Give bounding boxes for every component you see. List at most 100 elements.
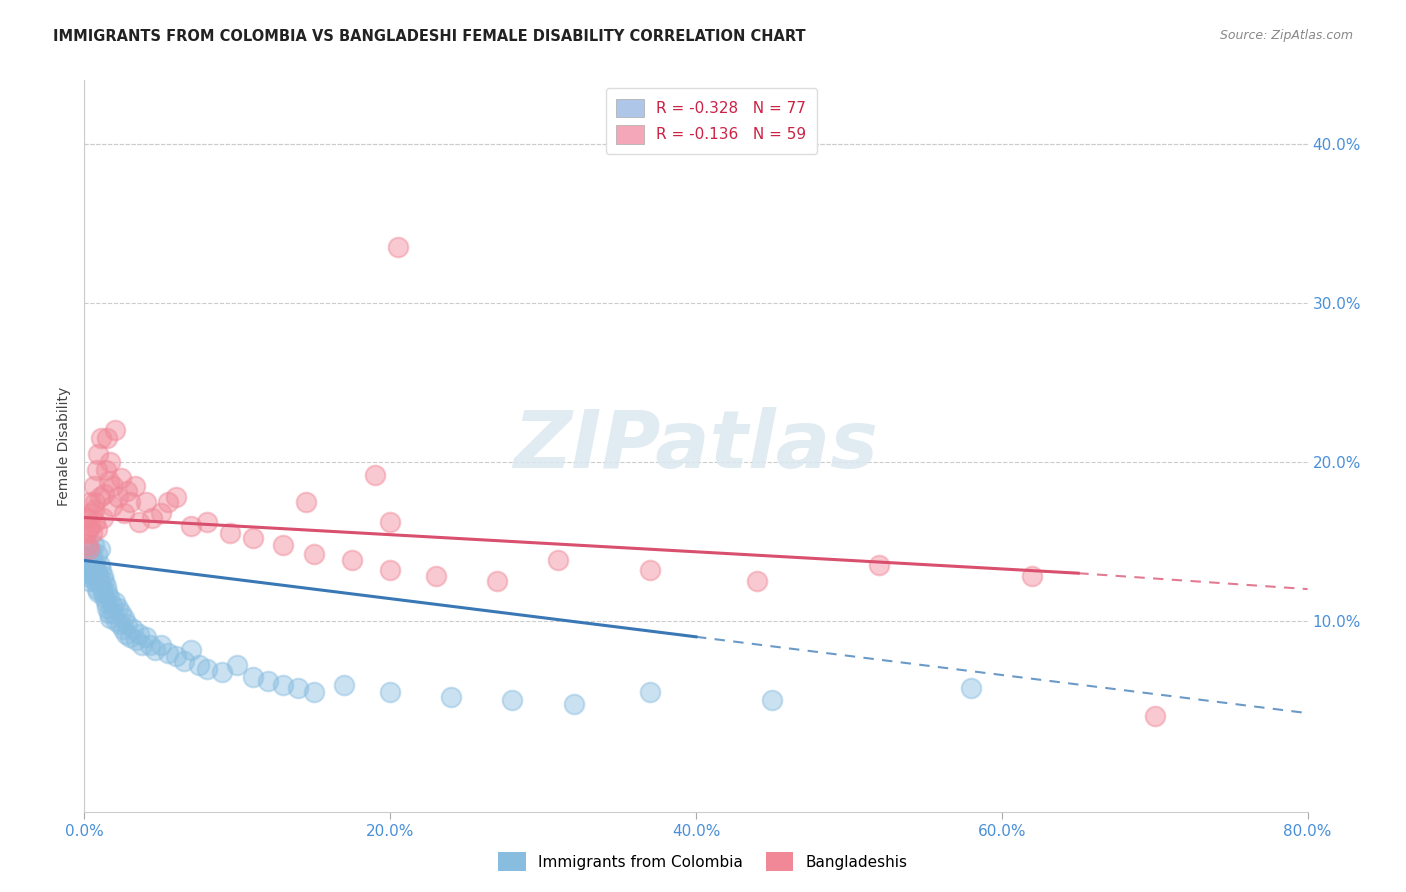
Point xyxy=(108,617,131,632)
Point xyxy=(75,569,97,583)
Point xyxy=(124,479,146,493)
Point xyxy=(76,566,98,581)
Point xyxy=(111,622,134,636)
Point xyxy=(98,455,121,469)
Point xyxy=(638,685,661,699)
Point xyxy=(869,558,891,573)
Legend: Immigrants from Colombia, Bangladeshis: Immigrants from Colombia, Bangladeshis xyxy=(492,847,914,877)
Point xyxy=(101,598,124,612)
Point xyxy=(135,494,157,508)
Point xyxy=(93,486,115,500)
Point xyxy=(83,569,105,583)
Point xyxy=(195,662,218,676)
Point xyxy=(79,542,101,557)
Point xyxy=(333,677,356,691)
Point xyxy=(425,569,447,583)
Point xyxy=(83,502,105,516)
Point xyxy=(120,630,142,644)
Point xyxy=(94,579,117,593)
Point xyxy=(79,563,101,577)
Point xyxy=(103,479,125,493)
Point xyxy=(1143,709,1166,723)
Point xyxy=(960,681,983,695)
Point xyxy=(340,553,363,567)
Text: Source: ZipAtlas.com: Source: ZipAtlas.com xyxy=(1219,29,1353,42)
Point xyxy=(83,538,105,552)
Point xyxy=(76,550,98,565)
Point xyxy=(89,490,111,504)
Point xyxy=(302,685,325,699)
Point xyxy=(195,516,218,530)
Point xyxy=(257,674,280,689)
Point xyxy=(90,431,112,445)
Point xyxy=(104,423,127,437)
Point xyxy=(87,569,110,583)
Point xyxy=(87,585,110,599)
Point xyxy=(242,669,264,683)
Point xyxy=(287,681,309,695)
Point xyxy=(440,690,463,705)
Point xyxy=(87,447,110,461)
Point xyxy=(218,526,240,541)
Point xyxy=(77,522,100,536)
Point xyxy=(128,516,150,530)
Point xyxy=(84,574,107,589)
Point xyxy=(90,579,112,593)
Point xyxy=(97,474,120,488)
Point xyxy=(1021,569,1043,583)
Point xyxy=(104,595,127,609)
Point xyxy=(80,547,103,561)
Point xyxy=(91,569,114,583)
Point xyxy=(226,658,249,673)
Point xyxy=(89,574,111,589)
Point xyxy=(91,510,114,524)
Point xyxy=(107,601,129,615)
Legend: R = -0.328   N = 77, R = -0.136   N = 59: R = -0.328 N = 77, R = -0.136 N = 59 xyxy=(606,88,817,154)
Point xyxy=(387,240,409,254)
Point xyxy=(271,538,294,552)
Point xyxy=(80,526,103,541)
Point xyxy=(77,542,100,557)
Point xyxy=(76,538,98,552)
Point xyxy=(96,431,118,445)
Point xyxy=(96,585,118,599)
Point xyxy=(131,638,153,652)
Point xyxy=(77,574,100,589)
Point xyxy=(107,490,129,504)
Point xyxy=(149,638,172,652)
Point xyxy=(128,626,150,640)
Point xyxy=(135,630,157,644)
Y-axis label: Female Disability: Female Disability xyxy=(58,386,72,506)
Point xyxy=(180,642,202,657)
Point xyxy=(112,611,135,625)
Point xyxy=(122,622,145,636)
Point xyxy=(91,585,114,599)
Point xyxy=(157,646,180,660)
Point xyxy=(165,490,187,504)
Point xyxy=(90,563,112,577)
Point xyxy=(115,483,138,498)
Point xyxy=(84,516,107,530)
Point xyxy=(89,558,111,573)
Point xyxy=(84,561,107,575)
Point xyxy=(271,677,294,691)
Point xyxy=(638,563,661,577)
Point xyxy=(93,590,115,604)
Point xyxy=(84,494,107,508)
Point xyxy=(380,685,402,699)
Point xyxy=(562,697,585,711)
Point xyxy=(105,614,128,628)
Point xyxy=(77,558,100,573)
Point xyxy=(86,582,108,596)
Point xyxy=(761,693,783,707)
Point xyxy=(149,506,172,520)
Text: IMMIGRANTS FROM COLOMBIA VS BANGLADESHI FEMALE DISABILITY CORRELATION CHART: IMMIGRANTS FROM COLOMBIA VS BANGLADESHI … xyxy=(53,29,806,44)
Point xyxy=(211,665,233,679)
Point xyxy=(242,531,264,545)
Point xyxy=(76,510,98,524)
Point xyxy=(547,553,569,567)
Point xyxy=(110,471,132,485)
Point xyxy=(75,526,97,541)
Point xyxy=(83,557,105,571)
Point xyxy=(80,566,103,581)
